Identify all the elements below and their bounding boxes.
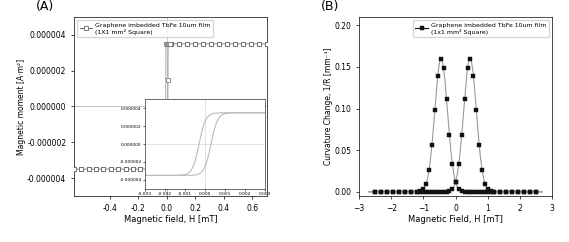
X-axis label: Magnetic Field, H [mT]: Magnetic Field, H [mT] [408,215,503,224]
Text: (A): (A) [35,0,53,13]
X-axis label: Magnetic field, H [mT]: Magnetic field, H [mT] [123,215,217,224]
Text: (B): (B) [321,0,339,13]
Y-axis label: Curvature Change, 1/R [mm⁻¹]: Curvature Change, 1/R [mm⁻¹] [324,48,333,165]
Legend: Graphene imbedded TbFe 10um film
(1X1 mm² Square): Graphene imbedded TbFe 10um film (1X1 mm… [77,20,213,37]
Legend: Graphene imbedded TbFe 10um film
(1x1 mm² Square): Graphene imbedded TbFe 10um film (1x1 mm… [413,20,549,37]
Y-axis label: Magnetic moment [A·m²]: Magnetic moment [A·m²] [17,58,26,155]
